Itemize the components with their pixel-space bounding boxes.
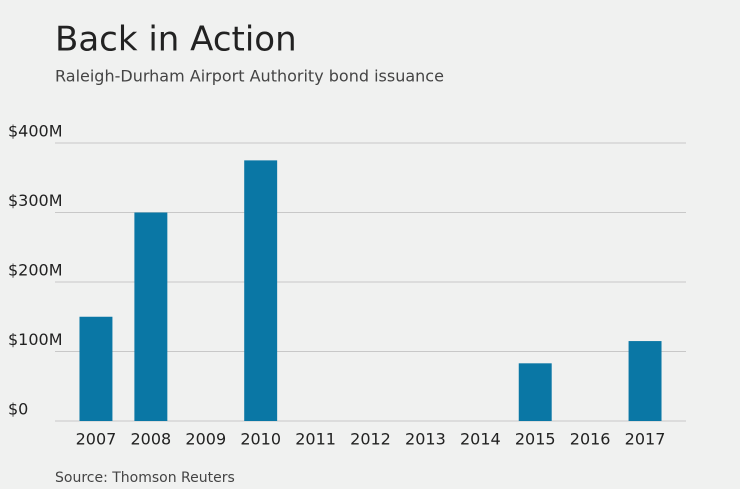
x-tick-label: 2015	[515, 430, 556, 449]
x-tick-label: 2012	[350, 430, 391, 449]
y-tick-label: $0	[8, 400, 28, 419]
chart-title: Back in Action	[55, 20, 297, 60]
bar	[244, 160, 278, 421]
bar	[518, 363, 552, 421]
bar	[79, 316, 113, 421]
chart-subtitle: Raleigh-Durham Airport Authority bond is…	[55, 67, 444, 86]
x-tick-label: 2016	[570, 430, 611, 449]
y-tick-label: $100M	[8, 330, 63, 349]
x-tick-label: 2007	[76, 430, 117, 449]
y-tick-label: $200M	[8, 261, 63, 280]
x-tick-label: 2010	[240, 430, 281, 449]
x-tick-label: 2014	[460, 430, 501, 449]
y-tick-label: $400M	[8, 122, 63, 141]
bar	[134, 212, 168, 421]
x-tick-label: 2008	[131, 430, 172, 449]
y-tick-label: $300M	[8, 191, 63, 210]
x-tick-label: 2009	[185, 430, 226, 449]
bar	[628, 341, 662, 421]
x-tick-label: 2013	[405, 430, 446, 449]
source: Source: Thomson Reuters	[55, 470, 235, 486]
x-tick-label: 2011	[295, 430, 336, 449]
x-tick-label: 2017	[625, 430, 666, 449]
